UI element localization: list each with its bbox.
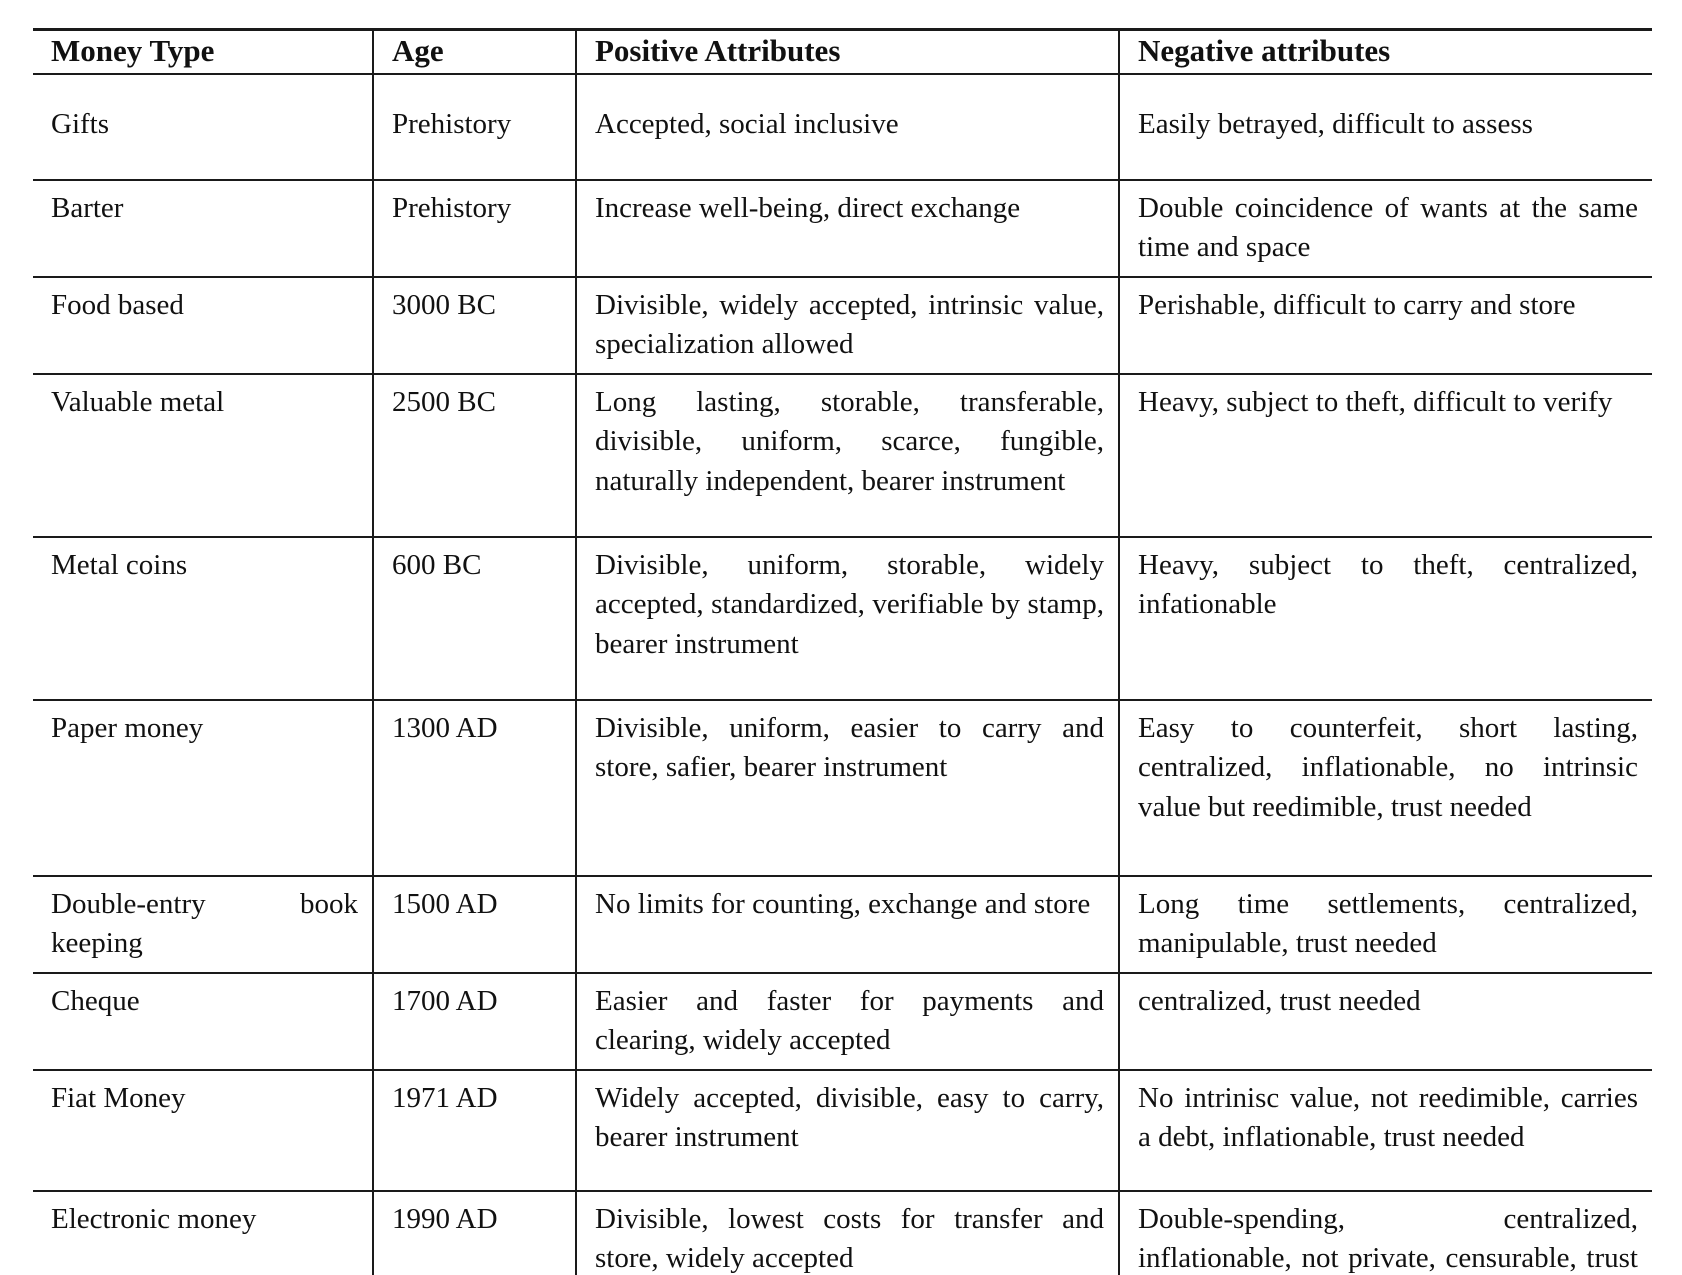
cell-positive-attributes: Divisible, widely accepted, intrinsic va…: [575, 276, 1119, 374]
cell-negative-attributes: Perishable, difficult to carry and store: [1118, 276, 1652, 374]
cell-money-type: Valuable metal: [51, 385, 225, 418]
cell-money-type: Barter: [51, 192, 124, 224]
cell-age: Prehistory: [372, 180, 576, 277]
cell-negative-attributes: Heavy, subject to theft, difficult to ve…: [1118, 373, 1652, 537]
table-header-row: Money Type Age Positive Attributes Negat…: [33, 29, 1652, 74]
cell-age: 1500 AD: [372, 875, 576, 973]
cell-positive-attributes: Divisible, lowest costs for transfer and…: [575, 1190, 1119, 1275]
cell-positive-attributes: Increase well-being, direct exchange: [575, 180, 1119, 277]
cell-money-type: Paper money: [51, 711, 204, 744]
cell-money-type: Double-entry book keeping: [51, 887, 358, 960]
cell-negative-attributes: Double coincidence of wants at the same …: [1118, 180, 1652, 277]
column-header-negative-attributes: Negative attributes: [1118, 29, 1652, 74]
table-row: Paper money 1300 AD Divisible, uniform, …: [33, 699, 1652, 876]
table-row: Metal coins 600 BC Divisible, uniform, s…: [33, 536, 1652, 700]
cell-negative-attributes: Double-spending, centralized, inflationa…: [1118, 1190, 1652, 1275]
cell-money-type: Metal coins: [51, 548, 188, 581]
cell-age: 1700 AD: [372, 972, 576, 1070]
cell-positive-attributes: Easier and faster for payments and clear…: [575, 972, 1119, 1070]
cell-positive-attributes: Divisible, uniform, easier to carry and …: [575, 699, 1119, 876]
table-row: Valuable metal 2500 BC Long lasting, sto…: [33, 373, 1652, 537]
cell-age: 1300 AD: [372, 699, 576, 876]
cell-age: 1971 AD: [372, 1069, 576, 1191]
column-header-money-type: Money Type: [51, 33, 215, 68]
table-row: Food based 3000 BC Divisible, widely acc…: [33, 276, 1652, 374]
cell-money-type: Food based: [51, 288, 184, 321]
cell-positive-attributes: Accepted, social inclusive: [575, 74, 1119, 180]
table-body: Gifts Prehistory Accepted, social inclus…: [33, 74, 1652, 1275]
column-header-age: Age: [372, 29, 576, 74]
cell-money-type: Fiat Money: [51, 1081, 186, 1114]
cell-negative-attributes: No intrinisc value, not reedimible, carr…: [1118, 1069, 1652, 1191]
table-row: Double-entry book keeping 1500 AD No lim…: [33, 875, 1652, 973]
cell-money-type: Gifts: [51, 108, 109, 140]
cell-negative-attributes: Easy to counterfeit, short lasting, cent…: [1118, 699, 1652, 876]
column-header-positive-attributes: Positive Attributes: [575, 29, 1119, 74]
table-header: Money Type Age Positive Attributes Negat…: [33, 29, 1652, 74]
cell-age: 2500 BC: [372, 373, 576, 537]
cell-positive-attributes: No limits for counting, exchange and sto…: [575, 875, 1119, 973]
cell-negative-attributes: Long time settlements, centralized, mani…: [1118, 875, 1652, 973]
cell-money-type: Electronic money: [51, 1202, 257, 1235]
cell-age: 3000 BC: [372, 276, 576, 374]
cell-age: Prehistory: [372, 74, 576, 180]
cell-positive-attributes: Divisible, uniform, storable, widely acc…: [575, 536, 1119, 700]
table-row: Fiat Money 1971 AD Widely accepted, divi…: [33, 1069, 1652, 1191]
cell-negative-attributes: Easily betrayed, difficult to assess: [1118, 74, 1652, 180]
cell-positive-attributes: Widely accepted, divisible, easy to carr…: [575, 1069, 1119, 1191]
cell-positive-attributes: Long lasting, storable, transferable, di…: [575, 373, 1119, 537]
table-row: Cheque 1700 AD Easier and faster for pay…: [33, 972, 1652, 1070]
table-row: Barter Prehistory Increase well-being, d…: [33, 180, 1652, 277]
cell-negative-attributes: centralized, trust needed: [1118, 972, 1652, 1070]
cell-age: 600 BC: [372, 536, 576, 700]
table-row: Gifts Prehistory Accepted, social inclus…: [33, 74, 1652, 180]
cell-age: 1990 AD: [372, 1190, 576, 1275]
table-row: Electronic money 1990 AD Divisible, lowe…: [33, 1190, 1652, 1275]
cell-money-type: Cheque: [51, 984, 140, 1017]
cell-negative-attributes: Heavy, subject to theft, centralized, in…: [1118, 536, 1652, 700]
money-types-table: Money Type Age Positive Attributes Negat…: [33, 28, 1652, 1275]
